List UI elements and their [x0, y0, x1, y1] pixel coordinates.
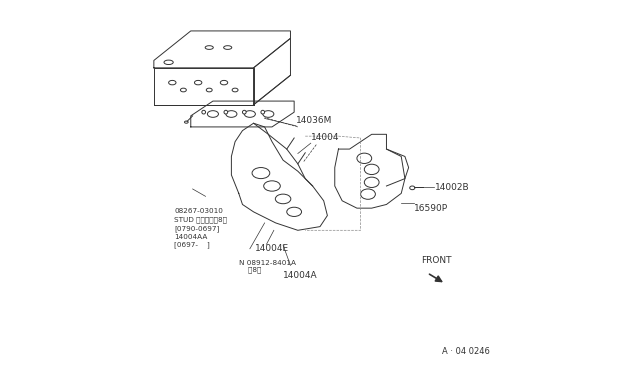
Ellipse shape — [275, 194, 291, 204]
Ellipse shape — [184, 121, 188, 123]
Ellipse shape — [360, 189, 376, 199]
Ellipse shape — [364, 164, 379, 174]
Circle shape — [224, 110, 228, 114]
Ellipse shape — [232, 88, 238, 92]
Circle shape — [261, 110, 264, 114]
Text: 14036M: 14036M — [296, 116, 332, 125]
Ellipse shape — [220, 80, 228, 85]
Text: 16590P: 16590P — [414, 204, 448, 213]
Ellipse shape — [207, 111, 218, 117]
Circle shape — [243, 110, 246, 114]
Ellipse shape — [263, 111, 274, 117]
Text: 14004: 14004 — [311, 134, 339, 142]
Ellipse shape — [168, 80, 176, 85]
Ellipse shape — [364, 177, 379, 187]
Ellipse shape — [205, 46, 213, 49]
Text: 08267-03010
STUD スタッド（8）
[0790-0697]
14004AA
[0697-    ]: 08267-03010 STUD スタッド（8） [0790-0697] 140… — [174, 208, 227, 248]
Ellipse shape — [180, 88, 186, 92]
Ellipse shape — [264, 181, 280, 191]
Text: 14004A: 14004A — [283, 271, 317, 280]
Text: N 08912-8401A
    （8）: N 08912-8401A （8） — [239, 260, 296, 273]
Text: 14002B: 14002B — [435, 183, 469, 192]
Ellipse shape — [226, 111, 237, 117]
Text: A · 04 0246: A · 04 0246 — [442, 347, 490, 356]
Ellipse shape — [287, 207, 301, 217]
Circle shape — [202, 110, 205, 114]
Ellipse shape — [252, 167, 270, 179]
Ellipse shape — [223, 46, 232, 49]
Text: 14004E: 14004E — [255, 244, 289, 253]
Ellipse shape — [195, 80, 202, 85]
Ellipse shape — [206, 88, 212, 92]
Ellipse shape — [410, 186, 415, 190]
Ellipse shape — [164, 60, 173, 64]
Ellipse shape — [357, 153, 372, 163]
Text: FRONT: FRONT — [422, 256, 452, 265]
Ellipse shape — [244, 111, 255, 117]
